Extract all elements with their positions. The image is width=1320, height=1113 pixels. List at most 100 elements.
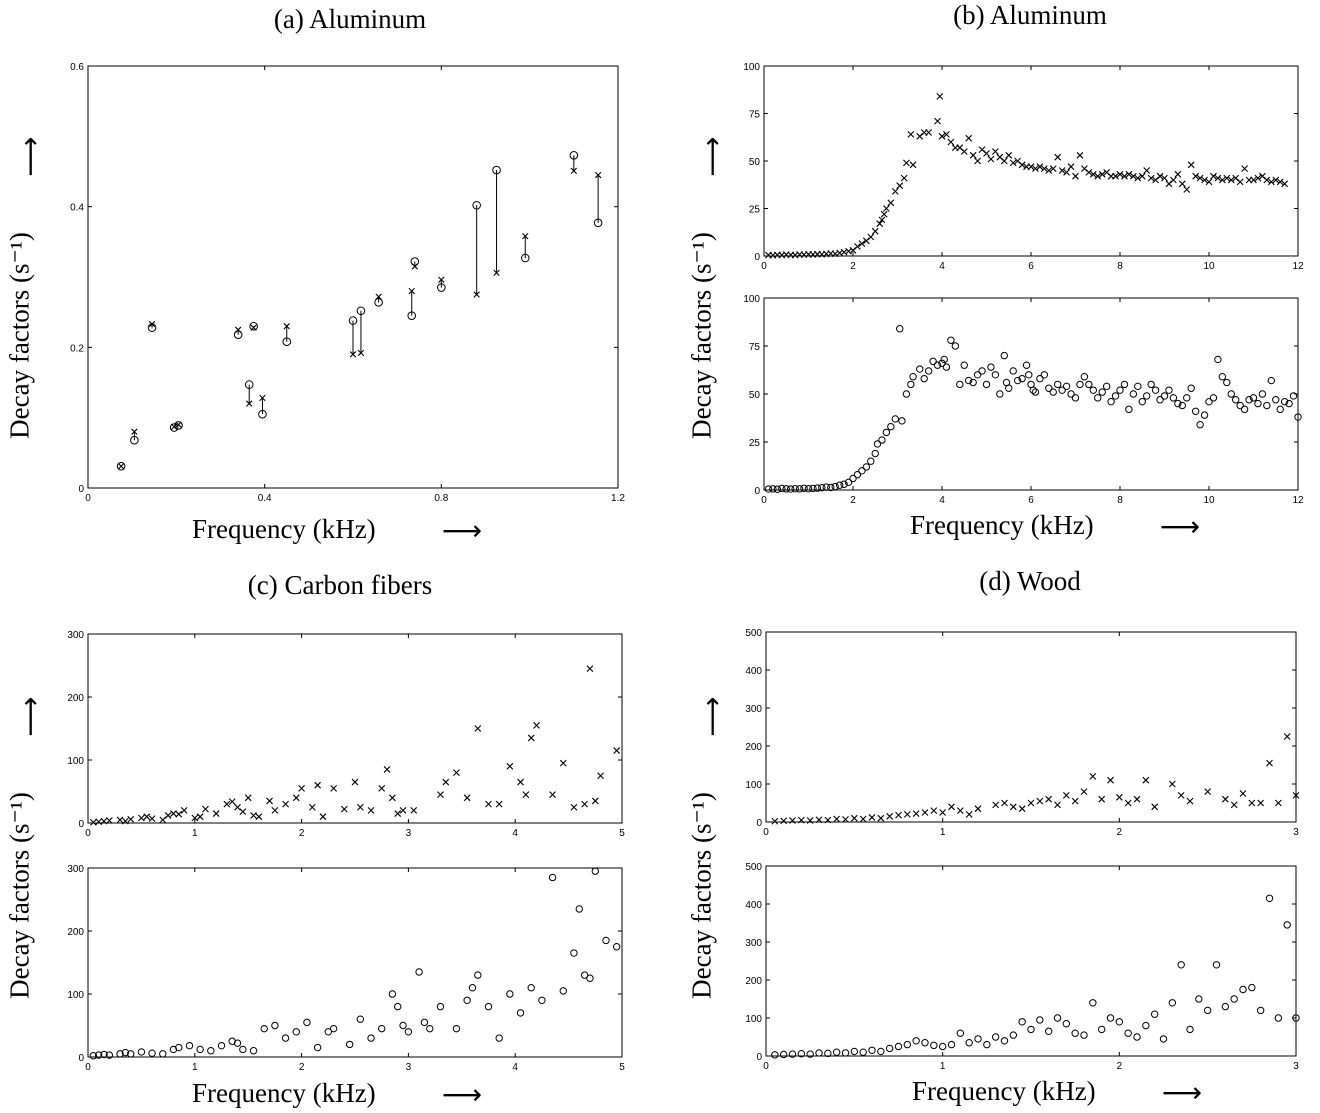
chart-c-sub1-point-x — [442, 778, 450, 786]
chart-c-sub2-point-o — [217, 1041, 226, 1050]
chart-c-sub2-point-o — [591, 867, 599, 875]
chart-b-sub1-point-x — [925, 129, 933, 136]
chart-d-sub2-point-o — [788, 1050, 797, 1058]
chart-d-sub2-point-o — [1133, 1033, 1141, 1041]
chart-b-sub1-point-x — [1049, 165, 1057, 172]
chart-d-sub2-point-o — [885, 1044, 894, 1053]
chart-d-sub1-point-x — [1045, 795, 1053, 803]
chart-b-sub1-point-x — [1241, 165, 1248, 172]
chart-c-sub1-point-x — [378, 784, 386, 792]
chart-b-sub1-point-x — [1267, 178, 1275, 186]
chart-b-sub1-point-x — [900, 174, 908, 182]
chart-b-sub2-point-o — [1009, 367, 1017, 375]
chart-c-sub1-point-x — [613, 747, 621, 754]
chart-b-sub2-point-o — [987, 363, 995, 371]
chart-b-sub1-xtick-label: 6 — [1028, 261, 1034, 272]
chart-d-sub1-point-x — [965, 811, 973, 818]
chart-b-sub2-xtick-label: 10 — [1203, 495, 1215, 506]
chart-b-sub1-point-x — [878, 216, 886, 224]
chart-b-sub1-point-x — [1005, 151, 1013, 159]
chart-c-sub1-point-x — [485, 800, 492, 808]
chart-d-sub2-point-o — [1221, 1002, 1230, 1011]
chart-d-sub1-point-x — [789, 817, 796, 824]
chart-c-sub1-point-x — [239, 808, 247, 816]
chart-b-sub2-point-o — [1080, 373, 1089, 381]
chart-d-sub2-point-o — [859, 1048, 867, 1056]
chart-d-sub2-point-o — [1168, 999, 1177, 1007]
chart-d-sub1-point-x — [912, 810, 920, 818]
chart-d-sub1-point-x — [1221, 795, 1229, 803]
chart-a-point-x — [438, 276, 445, 284]
chart-c-sub1-point-x — [212, 810, 220, 817]
chart-d-sub2-point-o — [850, 1047, 859, 1056]
chart-c-sub1-point-x — [314, 781, 322, 789]
chart-b-sub2-point-o — [991, 371, 1000, 379]
chart-b-sub2-point-o — [1049, 388, 1057, 396]
chart-b-sub2-point-o — [787, 485, 795, 493]
chart-d-sub1-point-x — [1107, 776, 1114, 784]
chart-b-sub1-point-x — [882, 205, 890, 212]
chart-a-point-o — [356, 306, 366, 316]
chart-d-sub1-xtick-label: 2 — [1117, 827, 1123, 838]
chart-d-sub1-point-x — [797, 816, 805, 824]
chart-c-sub2-point-o — [394, 1002, 402, 1011]
chart-c-sub2-point-o — [137, 1048, 146, 1056]
chart-d-sub2-point-o — [1027, 1025, 1035, 1034]
chart-b-sub1-point-x — [903, 159, 910, 167]
chart-b-sub2-ytick-label: 25 — [749, 438, 761, 449]
chart-d-sub2-point-o — [947, 1040, 956, 1049]
chart-d-sub2-ytick-label: 500 — [745, 862, 762, 873]
chart-c-sub1-point-x — [250, 812, 257, 819]
chart-a-xarrow-icon: ⟶ — [442, 514, 483, 547]
chart-b-sub2-point-o — [902, 390, 911, 398]
chart-c-sub2-point-o — [538, 996, 546, 1004]
chart-b-sub2-point-o — [1196, 421, 1204, 429]
chart-c-sub1-point-x — [202, 805, 209, 813]
chart-b-sub2-point-o — [1156, 396, 1164, 404]
chart-b-sub2-xtick-label: 0 — [761, 495, 767, 506]
chart-b-sub2-point-o — [1029, 386, 1037, 394]
chart-b-sub1-point-x — [1218, 176, 1226, 184]
chart-b-sub2-xtick-label: 12 — [1292, 495, 1304, 506]
chart-b-sub2-point-o — [1125, 405, 1133, 414]
chart-d-sub1-point-x — [921, 809, 929, 816]
chart-b-sub2-point-o — [973, 371, 982, 379]
chart-b-sub1-point-x — [1254, 174, 1262, 182]
chart-d-sub1-point-x — [1292, 792, 1300, 799]
chart-b-sub2-point-o — [1191, 407, 1200, 415]
chart-b-sub2-point-o — [822, 483, 830, 491]
chart-d-sub1-point-x — [877, 814, 885, 822]
chart-b-sub2-point-o — [1025, 371, 1033, 379]
chart-c-sub2-point-o — [415, 968, 423, 976]
chart-b-sub1-point-x — [1036, 163, 1044, 171]
chart-a-point-x — [473, 291, 480, 298]
chart-b-sub1-point-x — [1063, 169, 1070, 176]
chart-d-sub2-point-o — [1124, 1029, 1132, 1037]
chart-c-sub1-xtick-label: 4 — [512, 828, 518, 839]
chart-b-sub1-point-x — [1094, 172, 1102, 180]
chart-a-point-o — [249, 321, 258, 331]
chart-b-sub1-point-x — [1027, 163, 1035, 171]
chart-c-sub2-point-o — [175, 1043, 183, 1052]
chart-d-sub1-point-x — [1009, 803, 1017, 811]
chart-b-sub1-point-x — [1196, 174, 1204, 182]
chart-c-sub2-point-o — [452, 1024, 461, 1033]
chart-b-sub2-point-o — [795, 485, 804, 493]
chart-a-point-x — [375, 293, 382, 300]
chart-b-sub1-point-x — [891, 188, 899, 195]
chart-b-sub1-point-x — [854, 243, 861, 250]
chart-c-sub2-ytick-label: 300 — [67, 864, 84, 875]
chart-b-sub1-point-x — [936, 93, 944, 100]
chart-d-sub1-ytick-label: 0 — [756, 818, 762, 829]
chart-d-sub1-point-x — [833, 815, 841, 823]
chart-d-sub2-point-o — [1186, 1025, 1194, 1034]
chart-a-point-x — [493, 269, 500, 276]
chart-b-sub1-point-x — [1170, 176, 1177, 184]
chart-c-sub2-point-o — [612, 943, 621, 951]
chart-d-sub2-point-o — [1009, 1031, 1018, 1039]
chart-c-sub2-point-o — [105, 1051, 114, 1059]
chart-c-sub2-point-o — [495, 1034, 503, 1042]
chart-b-sub2-point-o — [1018, 374, 1026, 383]
chart-b-sub2-point-o — [878, 436, 886, 444]
chart-b-sub1-point-x — [1178, 180, 1186, 188]
